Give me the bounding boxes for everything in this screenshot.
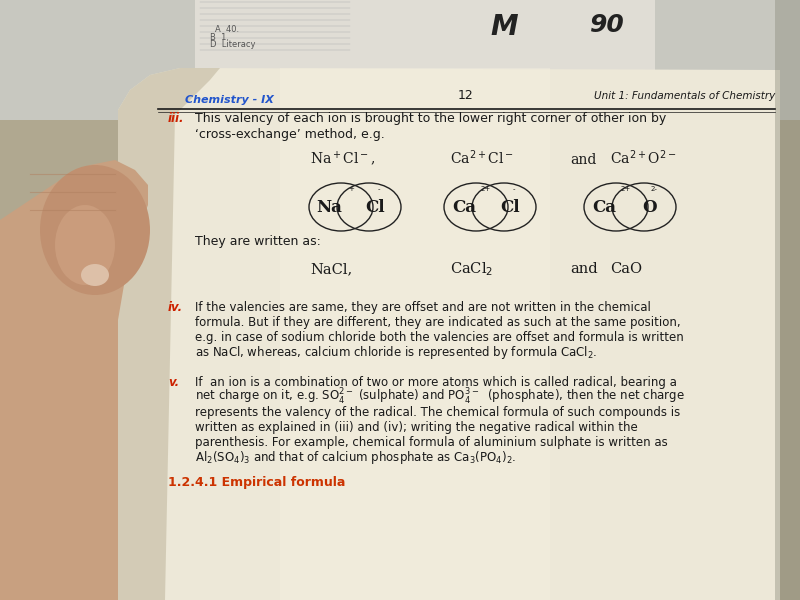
- Text: CaO: CaO: [610, 262, 642, 276]
- Text: Unit 1: Fundamentals of Chemistry: Unit 1: Fundamentals of Chemistry: [594, 91, 775, 101]
- Text: Ca: Ca: [592, 199, 616, 215]
- Text: Cl: Cl: [500, 199, 520, 215]
- Text: If  an ion is a combination of two or more atoms which is called radical, bearin: If an ion is a combination of two or mor…: [195, 376, 677, 389]
- Polygon shape: [280, 68, 550, 600]
- Text: as NaCl, whereas, calcium chloride is represented by formula CaCl$_2$.: as NaCl, whereas, calcium chloride is re…: [195, 344, 598, 361]
- Text: iv.: iv.: [168, 301, 183, 314]
- Text: Ca$^{2+}$O$^{2-}$: Ca$^{2+}$O$^{2-}$: [610, 148, 676, 167]
- Text: Na: Na: [316, 199, 342, 215]
- Bar: [0, 0, 800, 120]
- Text: iii.: iii.: [168, 112, 185, 125]
- Text: -: -: [378, 186, 380, 192]
- FancyBboxPatch shape: [195, 0, 655, 105]
- Ellipse shape: [55, 205, 115, 285]
- Text: Al$_2$(SO$_4$)$_3$ and that of calcium phosphate as Ca$_3$(PO$_4$)$_2$.: Al$_2$(SO$_4$)$_3$ and that of calcium p…: [195, 449, 516, 466]
- Text: parenthesis. For example, chemical formula of aluminium sulphate is written as: parenthesis. For example, chemical formu…: [195, 436, 668, 449]
- Text: Ca$^{2+}$Cl$^-$: Ca$^{2+}$Cl$^-$: [450, 148, 514, 167]
- Text: M: M: [490, 13, 518, 41]
- Text: net charge on it, e.g. SO$_4^{2-}$ (sulphate) and PO$_4^{3-}$  (phosphate), then: net charge on it, e.g. SO$_4^{2-}$ (sulp…: [195, 387, 685, 407]
- Text: Cl: Cl: [365, 199, 385, 215]
- Text: B  1.: B 1.: [210, 33, 229, 42]
- Text: -: -: [513, 186, 515, 192]
- Text: ‘cross-exchange’ method, e.g.: ‘cross-exchange’ method, e.g.: [195, 128, 385, 141]
- Text: Na$^+$Cl$^-$,: Na$^+$Cl$^-$,: [310, 149, 375, 169]
- Text: written as explained in (iii) and (iv); writing the negative radical within the: written as explained in (iii) and (iv); …: [195, 421, 638, 434]
- Text: 2+: 2+: [481, 186, 491, 192]
- Text: represents the valency of the radical. The chemical formula of such compounds is: represents the valency of the radical. T…: [195, 406, 680, 419]
- Text: CaCl$_2$: CaCl$_2$: [450, 260, 494, 278]
- Bar: [775, 0, 800, 600]
- Text: 2-: 2-: [650, 186, 658, 192]
- Polygon shape: [0, 160, 148, 600]
- Text: Ca: Ca: [452, 199, 476, 215]
- Text: 90: 90: [590, 13, 625, 37]
- Ellipse shape: [40, 165, 150, 295]
- Ellipse shape: [81, 264, 109, 286]
- Polygon shape: [118, 68, 220, 600]
- Text: Chemistry - IX: Chemistry - IX: [185, 95, 274, 105]
- Text: If the valencies are same, they are offset and are not written in the chemical: If the valencies are same, they are offs…: [195, 301, 651, 314]
- Polygon shape: [118, 68, 780, 600]
- Text: D  Literacy: D Literacy: [210, 40, 255, 49]
- Text: +: +: [348, 186, 354, 192]
- Text: This valency of each ion is brought to the lower right corner of other ion by: This valency of each ion is brought to t…: [195, 112, 666, 125]
- Text: formula. But if they are different, they are indicated as such at the same posit: formula. But if they are different, they…: [195, 316, 681, 329]
- Text: O: O: [642, 199, 658, 215]
- Text: They are written as:: They are written as:: [195, 235, 321, 248]
- Text: 1.2.4.1 Empirical formula: 1.2.4.1 Empirical formula: [168, 476, 346, 489]
- Text: A  40.: A 40.: [215, 25, 239, 34]
- Text: and: and: [570, 262, 598, 276]
- Text: 2+: 2+: [621, 186, 631, 192]
- Text: v.: v.: [168, 376, 179, 389]
- Text: e.g. in case of sodium chloride both the valencies are offset and formula is wri: e.g. in case of sodium chloride both the…: [195, 331, 684, 344]
- Text: and: and: [570, 153, 596, 167]
- Text: 12: 12: [458, 89, 474, 102]
- Text: NaCl,: NaCl,: [310, 262, 352, 276]
